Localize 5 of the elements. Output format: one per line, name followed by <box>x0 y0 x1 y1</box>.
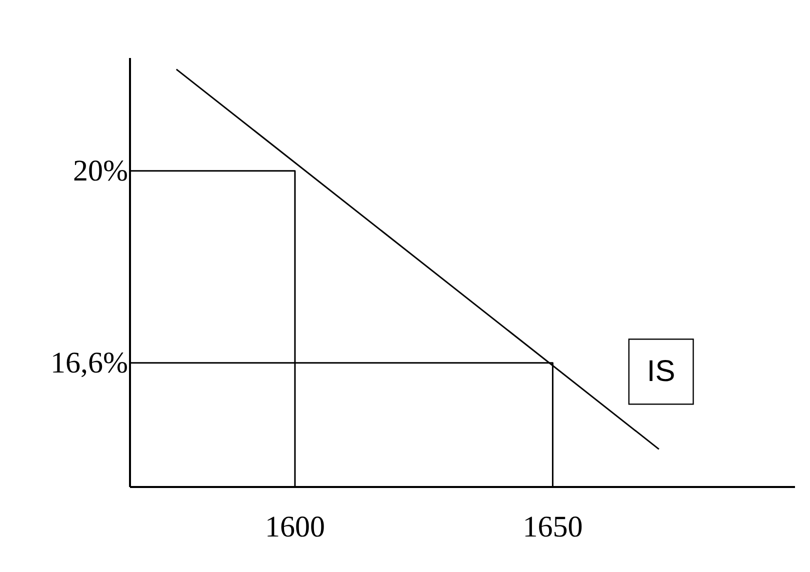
y-tick-label: 20% <box>73 154 128 188</box>
series-label: IS <box>646 355 676 388</box>
x-tick-label: 1600 <box>264 510 325 544</box>
y-tick-label: 16,6% <box>50 346 128 380</box>
x-tick-label: 1650 <box>522 510 583 544</box>
